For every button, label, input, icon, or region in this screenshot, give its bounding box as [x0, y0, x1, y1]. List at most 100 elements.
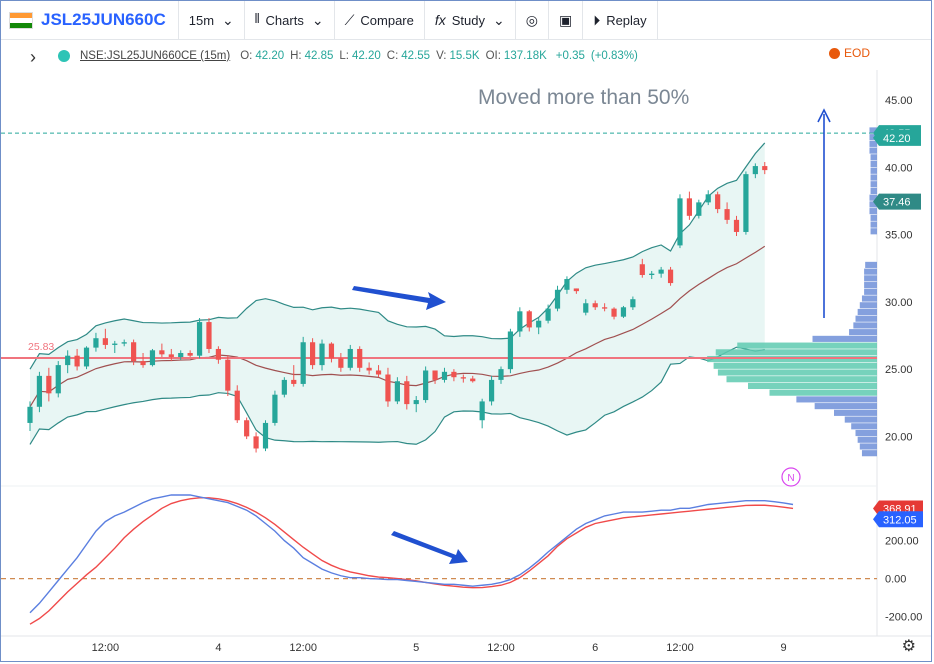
volume-profile-bin — [857, 308, 877, 316]
price-tick-label: 35.00 — [885, 230, 913, 242]
chevron-down-icon: ⌄ — [311, 11, 324, 28]
price-arrow — [352, 286, 446, 310]
volume-profile-bin — [748, 382, 877, 390]
instagram-icon: ◎ — [525, 11, 538, 28]
legend-title: NSE:JSL25JUN660CE (15m) — [80, 50, 231, 62]
chevron-down-icon: ⌄ — [493, 11, 505, 28]
india-flag-icon — [9, 11, 33, 29]
candle-body — [451, 371, 457, 378]
legend-change-pct: (+0.83%) — [590, 50, 638, 62]
price-tick-label: 30.00 — [885, 297, 913, 309]
collapse-legend-icon[interactable]: › — [30, 47, 36, 67]
macd-badge — [873, 511, 923, 528]
candle-body — [630, 299, 636, 308]
time-tick-label: 4 — [215, 642, 221, 654]
time-tick-label: 12:00 — [487, 642, 515, 654]
volume-profile-bin — [857, 436, 877, 443]
time-tick-label: 6 — [592, 642, 598, 654]
study-label: Study — [451, 12, 485, 28]
volume-profile-bin — [869, 140, 877, 147]
charts-button[interactable]: 𝍪 Charts ⌄ — [245, 1, 335, 39]
candle-body — [573, 288, 579, 292]
eod-label: EOD — [843, 46, 870, 60]
legend-low-label: L: — [339, 50, 349, 62]
fx-icon: fx — [434, 12, 446, 28]
play-circle-icon: ⏵ — [593, 11, 601, 28]
candle-body — [234, 390, 240, 421]
macd-tick-label: 200.00 — [885, 536, 919, 548]
volume-profile-bin — [864, 275, 877, 282]
interval-dropdown[interactable]: 15m ⌄ — [179, 1, 245, 39]
toolbar: JSL25JUN660C 15m ⌄ 𝍪 Charts ⌄ ⟋ Compare fx St… — [1, 1, 931, 40]
compare-label: Compare — [360, 12, 414, 28]
candle-body — [526, 311, 532, 328]
candle-body — [93, 338, 99, 348]
candle-body — [667, 269, 674, 284]
candle-body — [112, 343, 118, 345]
settings-gear-icon[interactable]: ⚙ — [901, 638, 916, 655]
replay-button[interactable]: ⏵ Replay — [583, 1, 658, 39]
price-tick-label: 40.00 — [885, 162, 913, 174]
legend-volume: 15.5K — [449, 50, 480, 62]
volume-profile-bin — [869, 208, 877, 215]
candle-body — [460, 377, 466, 379]
compare-button[interactable]: ⟋ Compare — [335, 1, 425, 39]
eod-dot-icon — [828, 47, 840, 59]
candle-body — [733, 219, 740, 232]
volume-profile-bin — [870, 187, 877, 195]
time-tick-label: 12:00 — [92, 642, 120, 654]
volume-profile-bin — [864, 268, 877, 275]
excel-icon: ▣ — [558, 11, 573, 28]
candle-body — [27, 406, 33, 423]
candle-body — [375, 370, 382, 375]
legend-oi-label: OI: — [485, 50, 501, 62]
candle-body — [131, 342, 137, 362]
macd-signal-line — [29, 497, 794, 625]
legend-low: 42.20 — [352, 50, 381, 62]
candle-body — [620, 307, 627, 317]
candle-body — [36, 375, 43, 407]
candle-body — [658, 269, 664, 274]
candle-body — [272, 394, 278, 423]
charts-label: Charts — [265, 12, 304, 28]
eod-toggle[interactable]: EOD — [828, 46, 870, 60]
volume-profile-bin — [844, 416, 877, 423]
candle-body — [244, 420, 250, 437]
candle-body — [554, 289, 561, 309]
time-tick-label: 12:00 — [666, 642, 694, 654]
support-line-label: 25.83 — [28, 341, 54, 353]
candle-body — [83, 347, 90, 367]
candle-body — [328, 343, 335, 359]
candle-body — [639, 264, 645, 275]
chevron-down-icon: ⌄ — [222, 11, 234, 28]
volume-profile-bin — [717, 369, 877, 376]
candle-body — [705, 194, 711, 203]
series-color-icon[interactable] — [58, 50, 70, 62]
volume-profile-bin — [861, 450, 877, 457]
study-button[interactable]: fx Study ⌄ — [425, 1, 516, 39]
legend-high: 42.85 — [304, 50, 334, 62]
candle-body — [291, 379, 297, 384]
candles-icon: 𝍪 — [254, 10, 260, 26]
bollinger-lower-line — [29, 346, 765, 445]
candle-body — [338, 358, 344, 368]
price-tick-label: 20.00 — [885, 431, 913, 443]
news-marker-label: N — [787, 473, 794, 484]
price-badge-label: 37.46 — [883, 197, 911, 209]
bollinger-upper-line — [29, 142, 766, 370]
candle-body — [215, 348, 221, 360]
legend-close-label: C: — [386, 50, 399, 62]
candle-body — [319, 343, 325, 366]
time-tick-label: 9 — [781, 642, 787, 654]
volume-profile-bin — [870, 174, 877, 181]
candle-body — [517, 311, 523, 332]
candle-body — [281, 379, 287, 395]
candle-body — [253, 436, 259, 449]
volume-profile-bin — [849, 329, 877, 336]
volume-profile-bin — [870, 167, 877, 174]
symbol-search-button[interactable]: JSL25JUN660C — [41, 1, 179, 39]
candle-body — [168, 354, 174, 358]
export-button[interactable]: ▣ — [549, 1, 584, 39]
instagram-button[interactable]: ◎ — [516, 1, 549, 39]
